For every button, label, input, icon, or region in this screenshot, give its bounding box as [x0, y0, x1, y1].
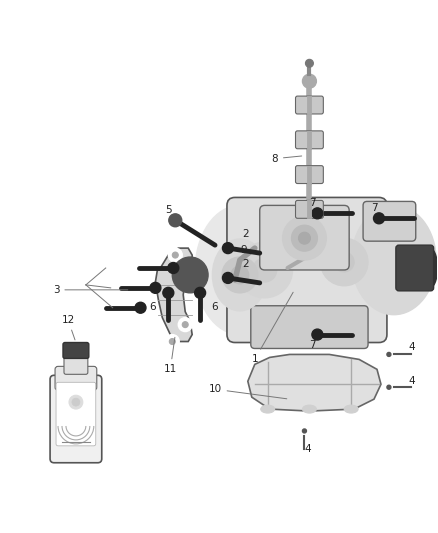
Circle shape	[172, 257, 208, 293]
Text: 1: 1	[251, 292, 293, 365]
Text: 7: 7	[309, 198, 316, 208]
Circle shape	[150, 282, 161, 293]
Text: 6: 6	[149, 302, 156, 312]
Circle shape	[165, 335, 179, 349]
Circle shape	[303, 429, 307, 433]
Circle shape	[253, 258, 277, 282]
FancyBboxPatch shape	[251, 306, 368, 349]
Circle shape	[168, 248, 182, 262]
Ellipse shape	[420, 247, 438, 289]
FancyBboxPatch shape	[63, 343, 89, 358]
Text: 7: 7	[371, 204, 377, 213]
Ellipse shape	[352, 205, 436, 314]
Circle shape	[387, 352, 391, 357]
FancyBboxPatch shape	[50, 375, 102, 463]
Circle shape	[283, 216, 326, 260]
FancyBboxPatch shape	[260, 205, 349, 270]
FancyBboxPatch shape	[296, 131, 323, 149]
Text: 8: 8	[271, 154, 302, 164]
Ellipse shape	[344, 405, 358, 413]
Text: 5: 5	[165, 205, 172, 215]
Circle shape	[374, 213, 385, 224]
Circle shape	[169, 214, 182, 227]
FancyBboxPatch shape	[56, 382, 96, 446]
FancyBboxPatch shape	[396, 245, 434, 291]
Circle shape	[135, 302, 146, 313]
FancyBboxPatch shape	[227, 197, 387, 343]
FancyBboxPatch shape	[64, 352, 88, 374]
Circle shape	[222, 257, 258, 293]
Circle shape	[168, 263, 179, 273]
Text: 3: 3	[53, 285, 128, 295]
Text: 9: 9	[240, 245, 247, 255]
Text: 12: 12	[61, 314, 75, 340]
Circle shape	[172, 252, 178, 258]
Circle shape	[170, 338, 175, 344]
Circle shape	[320, 238, 368, 286]
Text: 2: 2	[243, 229, 249, 239]
Polygon shape	[248, 354, 381, 411]
Circle shape	[163, 287, 174, 298]
Text: 4: 4	[304, 444, 311, 454]
FancyBboxPatch shape	[363, 201, 416, 241]
Text: 6: 6	[212, 302, 218, 312]
Circle shape	[334, 252, 354, 272]
Circle shape	[387, 385, 391, 389]
Text: 2: 2	[243, 259, 249, 269]
Circle shape	[69, 395, 83, 409]
Circle shape	[194, 287, 205, 298]
Ellipse shape	[195, 205, 285, 335]
Circle shape	[298, 232, 311, 244]
FancyBboxPatch shape	[296, 200, 323, 219]
Polygon shape	[155, 248, 192, 342]
Text: 4: 4	[409, 376, 415, 386]
FancyBboxPatch shape	[296, 96, 323, 114]
Text: 11: 11	[164, 337, 177, 374]
Text: 10: 10	[208, 384, 287, 399]
Circle shape	[237, 242, 293, 298]
Ellipse shape	[261, 405, 275, 413]
Text: 7: 7	[309, 341, 316, 351]
FancyBboxPatch shape	[296, 166, 323, 183]
Circle shape	[178, 318, 192, 332]
Ellipse shape	[303, 405, 316, 413]
Circle shape	[72, 398, 80, 406]
Ellipse shape	[212, 239, 267, 311]
Circle shape	[303, 74, 316, 88]
FancyBboxPatch shape	[55, 366, 97, 390]
Circle shape	[312, 329, 323, 340]
Circle shape	[231, 266, 249, 284]
Circle shape	[312, 208, 323, 219]
Text: 4: 4	[409, 343, 415, 352]
Circle shape	[223, 272, 233, 284]
Circle shape	[305, 59, 314, 67]
Circle shape	[292, 225, 318, 251]
Circle shape	[182, 321, 188, 328]
Circle shape	[223, 243, 233, 254]
